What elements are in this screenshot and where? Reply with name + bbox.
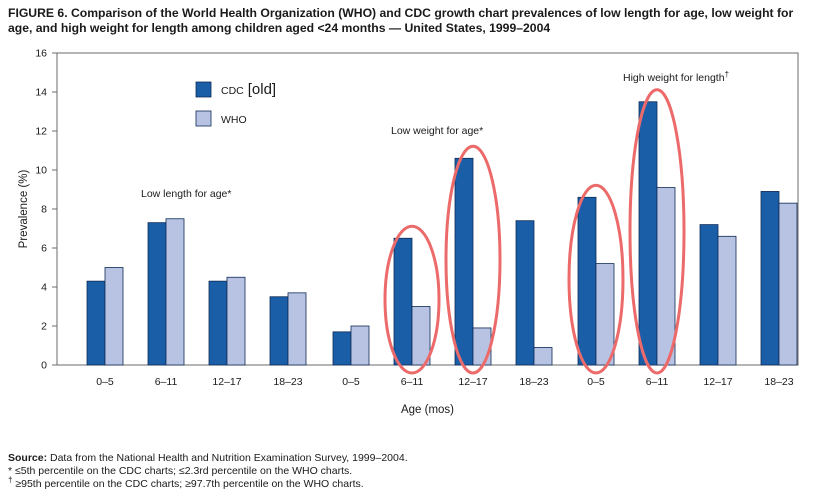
highlight-ellipse (567, 183, 625, 375)
y-tick-label: 8 (41, 204, 47, 216)
y-tick-label: 16 (35, 48, 47, 60)
bar-cdc (147, 222, 167, 366)
bar-who (165, 218, 185, 366)
x-tick-label: 12–17 (458, 376, 487, 388)
bar-cdc (638, 101, 658, 366)
bar-cdc (454, 157, 474, 366)
y-tick-label: 6 (41, 243, 47, 255)
highlight-ellipse (444, 144, 502, 375)
x-tick-label: 0–5 (587, 376, 605, 388)
legend-label-cdc: CDC [old] (221, 81, 276, 98)
x-tick-label: 12–17 (703, 376, 732, 388)
x-tick-label: 0–5 (342, 376, 360, 388)
bar-cdc (393, 237, 413, 366)
x-tick-label: 0–5 (96, 376, 114, 388)
group-label: Low weight for age* (391, 125, 483, 137)
legend-swatch-cdc (195, 81, 212, 98)
bar-who (104, 267, 124, 366)
highlight-ellipse (628, 88, 686, 375)
bar-who (226, 276, 246, 366)
bar-who (533, 347, 553, 366)
y-tick-label: 2 (41, 321, 47, 333)
source-text: Data from the National Health and Nutrit… (47, 452, 408, 464)
x-tick-label: 6–11 (155, 376, 178, 388)
source-note: Source: Data from the National Health an… (8, 452, 408, 465)
x-tick-label: 18–23 (519, 376, 548, 388)
footnote-dagger-text: ≥95th percentile on the CDC charts; ≥97.… (12, 478, 364, 490)
bar-cdc (577, 196, 597, 366)
bar-chart: 0 2 4 6 8 10 12 14 16 Prevalence (%) Age (mos) 0–5 6… (18, 48, 799, 416)
bar-who (287, 292, 307, 366)
y-tick-label: 0 (41, 360, 47, 372)
bar-cdc (699, 224, 719, 366)
bar-who (656, 187, 676, 366)
legend-swatch-who (195, 110, 212, 127)
highlight-ellipse (383, 224, 441, 375)
bar-cdc (760, 191, 780, 366)
legend-label-who: WHO (221, 114, 247, 126)
y-tick-label: 10 (35, 165, 47, 177)
dagger-symbol: † (8, 475, 13, 485)
x-tick-label: 6–11 (646, 376, 669, 388)
y-tick-label: 14 (35, 87, 47, 99)
bar-who (350, 325, 370, 366)
x-axis-label: Age (mos) (401, 404, 454, 416)
bar-cdc (208, 280, 228, 366)
bar-who (595, 263, 615, 366)
footnote-asterisk: * ≤5th percentile on the CDC charts; ≤2.… (8, 465, 353, 477)
group-label: High weight for length† (623, 70, 729, 84)
footnotes: Source: Data from the National Health an… (8, 452, 408, 491)
bar-who (778, 202, 798, 366)
y-axis-label: Prevalence (%) (18, 170, 30, 249)
x-tick-label: 18–23 (764, 376, 793, 388)
x-tick-label: 18–23 (273, 376, 302, 388)
bar-who (472, 327, 492, 366)
y-tick-label: 4 (41, 282, 47, 294)
figure-title: FIGURE 6. Comparison of the World Health… (8, 6, 794, 35)
x-tick-label: 6–11 (401, 376, 424, 388)
group-label: Low length for age* (141, 188, 231, 200)
bar-who (411, 306, 431, 366)
x-tick-label: 12–17 (212, 376, 241, 388)
bar-cdc (332, 331, 352, 366)
bar-cdc (86, 280, 106, 366)
bar-cdc (515, 220, 535, 366)
y-tick-label: 12 (35, 126, 47, 138)
footnote-dagger: † ≥95th percentile on the CDC charts; ≥9… (8, 475, 408, 491)
bar-cdc (269, 296, 289, 366)
bar-who (717, 235, 737, 366)
source-label: Source: (8, 452, 48, 464)
